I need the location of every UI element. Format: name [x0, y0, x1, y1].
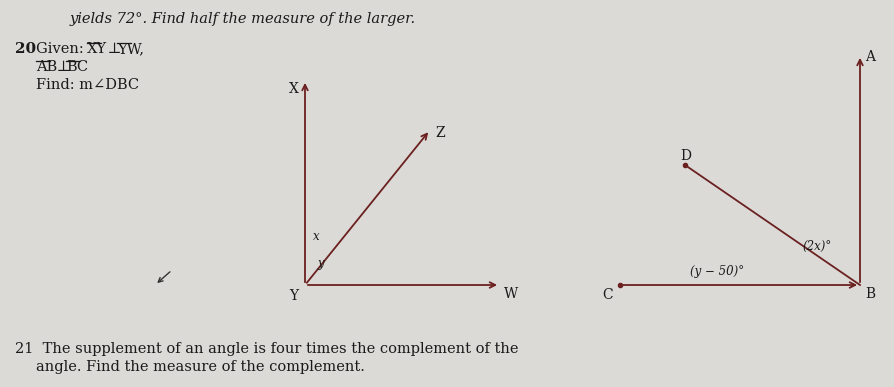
Text: Y: Y [289, 289, 298, 303]
Text: BC: BC [66, 60, 88, 74]
Text: x: x [313, 230, 319, 243]
Text: angle. Find the measure of the complement.: angle. Find the measure of the complemen… [36, 360, 365, 374]
Text: YW,: YW, [117, 42, 144, 56]
Text: AB: AB [36, 60, 57, 74]
Text: XY: XY [87, 42, 107, 56]
Text: B: B [864, 287, 874, 301]
Text: X: X [289, 82, 299, 96]
Text: (2x)°: (2x)° [801, 240, 831, 253]
Text: ⊥: ⊥ [52, 60, 75, 74]
Text: D: D [679, 149, 690, 163]
Text: (y − 50)°: (y − 50)° [689, 265, 743, 278]
Text: C: C [602, 288, 611, 302]
Text: 21  The supplement of an angle is four times the complement of the: 21 The supplement of an angle is four ti… [15, 342, 518, 356]
Text: Given:: Given: [36, 42, 89, 56]
Text: 20: 20 [15, 42, 36, 56]
Text: W: W [503, 287, 518, 301]
Text: Z: Z [434, 126, 444, 140]
Text: y: y [316, 257, 324, 270]
Text: Find: m∠DBC: Find: m∠DBC [36, 78, 139, 92]
Text: yields 72°. Find half the measure of the larger.: yields 72°. Find half the measure of the… [70, 12, 416, 26]
Text: A: A [864, 50, 874, 64]
Text: ⊥: ⊥ [103, 42, 126, 56]
